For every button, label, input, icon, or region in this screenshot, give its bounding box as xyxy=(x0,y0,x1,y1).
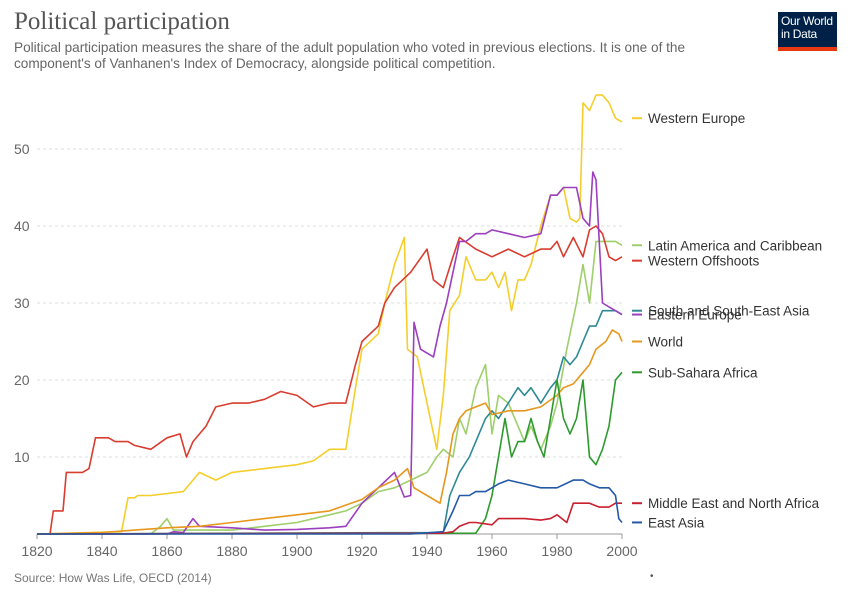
series-line-latin-america-and-caribbean[interactable] xyxy=(37,240,623,535)
legend-label: East Asia xyxy=(648,515,705,530)
chart-title: Political participation xyxy=(14,8,230,35)
grid-lines xyxy=(37,148,622,458)
series-line-sub-sahara-africa[interactable] xyxy=(36,371,623,535)
series-lines xyxy=(36,94,623,535)
footer-dot: • xyxy=(650,571,654,582)
x-tick-label: 1880 xyxy=(216,543,247,559)
x-tick-label: 1820 xyxy=(21,543,52,559)
x-tick-label: 1900 xyxy=(281,543,312,559)
series-line-south-and-south-east-asia[interactable] xyxy=(36,309,623,535)
x-tick-label: 1980 xyxy=(541,543,572,559)
y-tick-label: 50 xyxy=(14,141,30,157)
legend-label: Middle East and North Africa xyxy=(648,496,820,511)
y-tick-label: 40 xyxy=(14,218,30,234)
x-tick-label: 2000 xyxy=(606,543,637,559)
series-line-western-offshoots[interactable] xyxy=(37,225,623,535)
x-tick-label: 1920 xyxy=(346,543,377,559)
y-tick-label: 20 xyxy=(14,372,30,388)
series-line-world[interactable] xyxy=(36,329,623,535)
x-tick-label: 1860 xyxy=(151,543,182,559)
series-line-east-asia[interactable] xyxy=(37,479,623,535)
x-tick-label: 1840 xyxy=(86,543,117,559)
legend-label: Western Offshoots xyxy=(648,254,760,269)
owid-logo[interactable]: Our World in Data xyxy=(778,12,837,51)
x-tick-label: 1960 xyxy=(476,543,507,559)
legend-label: Latin America and Caribbean xyxy=(648,238,822,253)
legend-label: South and South-East Asia xyxy=(648,304,810,319)
logo-accent-bar xyxy=(778,47,837,51)
series-line-eastern-europe[interactable] xyxy=(37,171,623,535)
legend-label: Western Europe xyxy=(648,111,745,126)
x-tick-label: 1940 xyxy=(411,543,442,559)
logo-line2: in Data xyxy=(781,27,817,41)
source-note: Source: How Was Life, OECD (2014) xyxy=(14,571,212,585)
y-tick-label: 10 xyxy=(14,449,30,465)
legend-label: Eastern Europe xyxy=(648,308,742,323)
legend-label: Sub-Sahara Africa xyxy=(648,365,758,380)
y-axis: 10 20 30 40 50 xyxy=(14,141,30,465)
x-axis: 1820 1840 1860 1880 1900 1920 1940 1960 1980 2000 xyxy=(21,533,638,559)
series-line-middle-east-and-north-africa[interactable] xyxy=(36,502,622,535)
series-line-western-europe[interactable] xyxy=(36,94,623,535)
logo-line1: Our World xyxy=(781,14,833,28)
chart-subtitle: Political participation measures the sha… xyxy=(14,40,686,71)
legend-label: World xyxy=(648,335,683,350)
legend: Western Europe Latin America and Caribbea… xyxy=(632,111,822,530)
y-tick-label: 30 xyxy=(14,295,30,311)
